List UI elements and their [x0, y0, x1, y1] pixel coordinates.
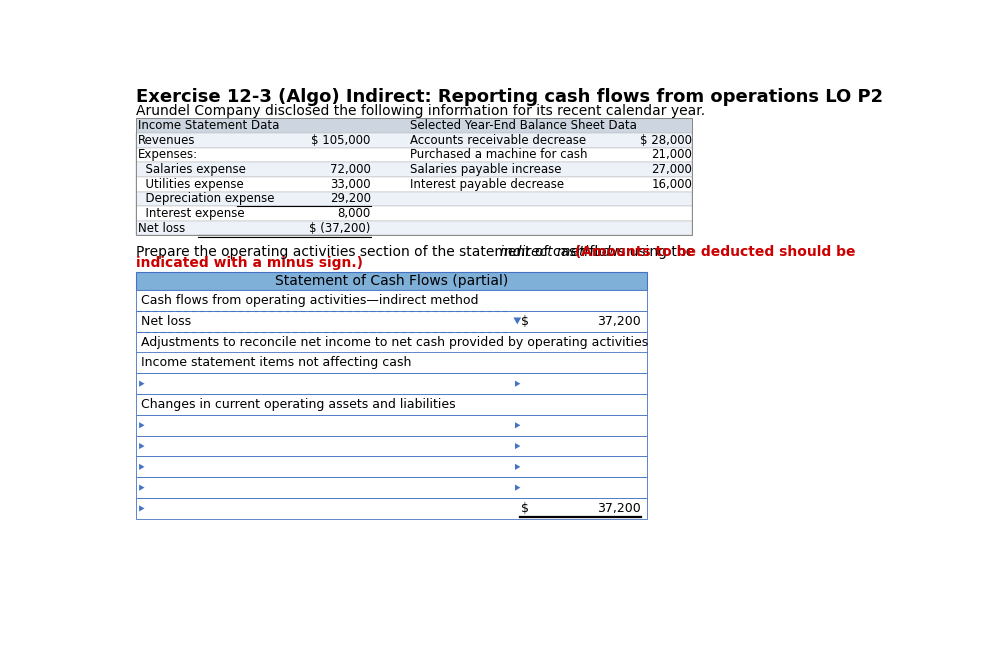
Text: 33,000: 33,000	[330, 178, 371, 190]
Text: $ 28,000: $ 28,000	[640, 134, 692, 147]
Text: Cash flows from operating activities—indirect method: Cash flows from operating activities—ind…	[140, 294, 478, 307]
Text: 8,000: 8,000	[337, 207, 371, 220]
Polygon shape	[139, 380, 144, 387]
Bar	[136, 456, 647, 478]
Text: Selected Year-End Balance Sheet Data: Selected Year-End Balance Sheet Data	[410, 119, 636, 132]
Text: 37,200: 37,200	[597, 315, 641, 328]
Polygon shape	[139, 505, 144, 511]
Polygon shape	[139, 485, 144, 491]
Bar	[136, 415, 647, 436]
Bar	[136, 272, 647, 290]
Text: Depreciation expense: Depreciation expense	[138, 192, 274, 205]
Bar	[136, 290, 647, 311]
Text: $: $	[521, 502, 529, 515]
Polygon shape	[139, 464, 144, 470]
Text: indicated with a minus sign.): indicated with a minus sign.)	[136, 256, 363, 270]
Polygon shape	[515, 485, 520, 491]
Text: 27,000: 27,000	[651, 163, 692, 176]
Text: Net loss: Net loss	[138, 222, 186, 234]
Polygon shape	[515, 422, 520, 428]
Text: (Amounts to be deducted should be: (Amounts to be deducted should be	[570, 244, 855, 258]
Text: Adjustments to reconcile net income to net cash provided by operating activities: Adjustments to reconcile net income to n…	[140, 336, 647, 348]
Text: Prepare the operating activities section of the statement of cash flows using th: Prepare the operating activities section…	[136, 244, 698, 258]
Text: Net loss: Net loss	[140, 315, 191, 328]
Text: Purchased a machine for cash: Purchased a machine for cash	[410, 149, 586, 161]
Bar	[136, 394, 647, 415]
Text: $ 105,000: $ 105,000	[311, 134, 371, 147]
Text: $ (37,200): $ (37,200)	[309, 222, 371, 234]
Polygon shape	[139, 422, 144, 428]
Bar	[136, 206, 692, 221]
Bar	[136, 118, 692, 236]
Text: Interest payable decrease: Interest payable decrease	[410, 178, 564, 190]
Text: Salaries expense: Salaries expense	[138, 163, 246, 176]
Text: Changes in current operating assets and liabilities: Changes in current operating assets and …	[140, 398, 455, 411]
Bar	[136, 478, 647, 498]
Text: 21,000: 21,000	[651, 149, 692, 161]
Text: Accounts receivable decrease: Accounts receivable decrease	[410, 134, 585, 147]
Bar	[136, 148, 692, 163]
Text: 16,000: 16,000	[651, 178, 692, 190]
Text: 72,000: 72,000	[330, 163, 371, 176]
Text: Utilities expense: Utilities expense	[138, 178, 244, 190]
Polygon shape	[515, 380, 520, 387]
Bar	[136, 133, 692, 148]
Bar	[136, 163, 692, 177]
Bar	[136, 177, 692, 192]
Text: Exercise 12-3 (Algo) Indirect: Reporting cash flows from operations LO P2: Exercise 12-3 (Algo) Indirect: Reporting…	[136, 88, 883, 106]
Text: Arundel Company disclosed the following information for its recent calendar year: Arundel Company disclosed the following …	[136, 104, 705, 118]
Text: Salaries payable increase: Salaries payable increase	[410, 163, 561, 176]
Text: 29,200: 29,200	[329, 192, 371, 205]
Text: Income Statement Data: Income Statement Data	[138, 119, 279, 132]
Bar	[136, 221, 692, 236]
Bar	[136, 118, 692, 133]
Text: Statement of Cash Flows (partial): Statement of Cash Flows (partial)	[275, 274, 508, 288]
Polygon shape	[515, 464, 520, 470]
Polygon shape	[139, 443, 144, 449]
Bar	[136, 332, 647, 352]
Text: 37,200: 37,200	[597, 502, 641, 515]
Text: Revenues: Revenues	[138, 134, 196, 147]
Text: $: $	[521, 315, 529, 328]
Text: Interest expense: Interest expense	[138, 207, 245, 220]
Bar	[136, 311, 647, 332]
Bar	[136, 436, 647, 456]
Text: indirect method.: indirect method.	[499, 244, 613, 258]
Polygon shape	[515, 443, 520, 449]
Polygon shape	[513, 318, 521, 324]
Text: Income statement items not affecting cash: Income statement items not affecting cas…	[140, 356, 411, 370]
Bar	[136, 352, 647, 373]
Text: Expenses:: Expenses:	[138, 149, 198, 161]
Bar	[136, 373, 647, 394]
Bar	[136, 498, 647, 519]
Bar	[136, 192, 692, 206]
